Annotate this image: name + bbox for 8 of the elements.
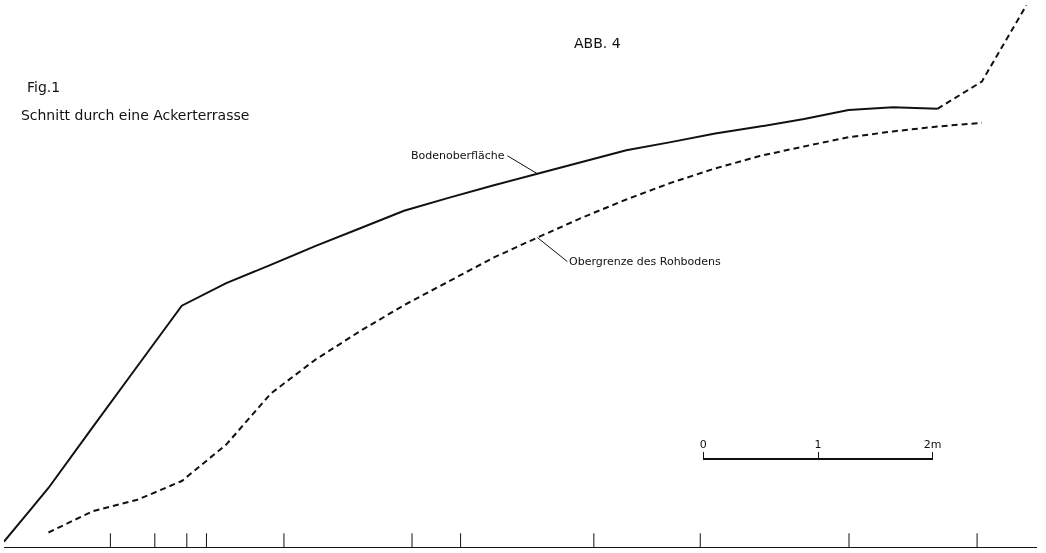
x2-tick-label: 2m [923, 438, 942, 452]
text: Schnitt durch eine Ackerterrasse [20, 107, 250, 124]
annotation: Fig.1 [27, 79, 61, 95]
x2-tick-label: 1 [814, 438, 822, 452]
series-label: Bodenoberfläche [411, 149, 505, 162]
annotation: ABB. 4 [574, 35, 621, 51]
x2-tick-label: 0 [699, 438, 707, 452]
text: Obergrenze des Rohbodens [569, 255, 722, 268]
